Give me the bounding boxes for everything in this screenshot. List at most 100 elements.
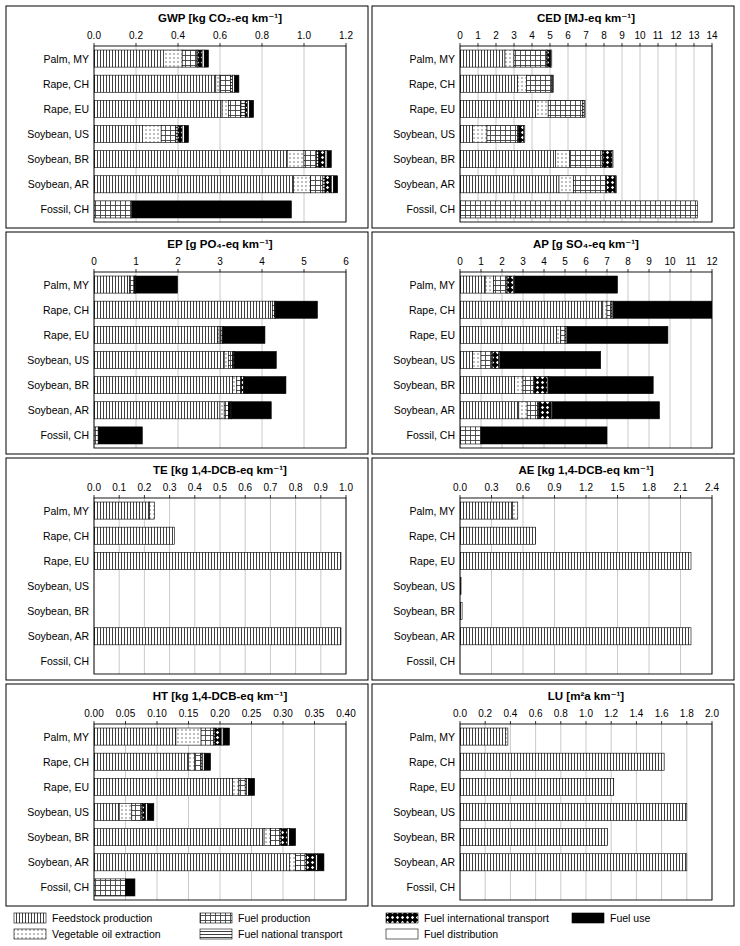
bar-segment: Feedstock production xyxy=(460,803,687,820)
bar-segment: Fuel use xyxy=(333,176,337,193)
category-label: Rape, CH xyxy=(43,78,89,90)
grid-line xyxy=(586,498,587,674)
bar-segment: Fuel production xyxy=(523,377,534,394)
bar-segment: Fuel use xyxy=(664,753,665,770)
tick-label: 5 xyxy=(547,30,553,41)
bars: Feedstock productionVegetable oil extrac… xyxy=(94,50,338,218)
bar-segment: Fuel use xyxy=(289,829,295,846)
tick-label: 0.0 xyxy=(453,708,467,719)
bar-segment: Fuel use xyxy=(551,50,552,67)
bar-segment: Fuel use xyxy=(126,879,135,896)
bar-segment: Fuel distribution xyxy=(607,829,608,846)
legend-label: Fuel use xyxy=(610,912,650,924)
category-label: Soybean, US xyxy=(27,580,89,592)
panel-frame xyxy=(6,458,368,680)
category-label: Rape, EU xyxy=(409,555,455,567)
tick-label: 0.20 xyxy=(210,708,230,719)
tick-label: 2 xyxy=(175,256,181,267)
category-label: Soybean, BR xyxy=(27,831,89,843)
bar-segment: Fuel distribution xyxy=(691,552,692,569)
tick-label: 0 xyxy=(91,256,97,267)
legend-swatch xyxy=(200,929,232,939)
tick-label: 0.6 xyxy=(516,482,530,493)
tick-mark xyxy=(94,721,95,724)
category-label: Palm, MY xyxy=(409,505,455,517)
tick-mark xyxy=(251,721,252,724)
tick-label: 7 xyxy=(583,30,589,41)
bar-segment: Fuel use xyxy=(461,577,462,594)
tick-label: 0.6 xyxy=(238,482,252,493)
category-label: Rape, EU xyxy=(43,329,89,341)
tick-mark xyxy=(245,495,246,498)
bar-segment: Fuel international transport xyxy=(613,778,614,795)
tick-mark xyxy=(607,269,608,272)
tick-mark xyxy=(169,495,170,498)
bar-segment: Feedstock production xyxy=(94,502,149,519)
bar-segment: Fuel use xyxy=(517,502,518,519)
tick-label: 0.5 xyxy=(213,482,227,493)
bar-segment: Fuel international transport xyxy=(229,402,231,419)
bar-segment: Vegetable oil extraction xyxy=(233,778,239,795)
bar-segment: Fuel international transport xyxy=(535,527,536,544)
bar-segment: Fuel national transport xyxy=(462,603,463,620)
bar-segment: Fuel use xyxy=(204,753,210,770)
tick-label: 3 xyxy=(520,256,526,267)
tick-label: 0.9 xyxy=(314,482,328,493)
grid-line xyxy=(304,46,305,222)
bar-segment: Feedstock production xyxy=(94,351,224,368)
bar-segment: Fuel use xyxy=(691,552,692,569)
tick-label: 0.3 xyxy=(485,482,499,493)
bar-segment: Vegetable oil extraction xyxy=(485,276,493,293)
tick-label: 0.6 xyxy=(213,30,227,41)
category-label: Soybean, AR xyxy=(394,178,456,190)
bar-segment: Fuel international transport xyxy=(281,829,287,846)
bar-segment: Fuel distribution xyxy=(697,201,698,218)
bar-segment: Fuel production xyxy=(664,753,665,770)
grid-line xyxy=(523,498,524,674)
grid-line xyxy=(188,724,189,900)
bar-segment: Fuel national transport xyxy=(461,577,462,594)
bar-segment: Fuel national transport xyxy=(535,527,536,544)
bar-segment: Fuel international transport xyxy=(603,151,612,168)
category-label: Fossil, CH xyxy=(407,655,455,667)
bar-segment: Fuel use xyxy=(507,728,508,745)
bar-segment: Fuel national transport xyxy=(340,628,341,645)
grid-line xyxy=(194,498,195,674)
tick-mark xyxy=(586,269,587,272)
tick-label: 8 xyxy=(601,30,607,41)
bar-segment: Fuel production xyxy=(613,778,614,795)
bar-segment: Fuel production xyxy=(161,125,176,142)
bar-segment: Vegetable oil extraction xyxy=(149,502,154,519)
bar-segment: Fuel international transport xyxy=(340,552,341,569)
category-label: Soybean, AR xyxy=(28,404,90,416)
grid-line xyxy=(607,272,608,448)
legend-label: Fuel distribution xyxy=(424,928,498,940)
plot-frame xyxy=(460,724,712,900)
tick-label: 6 xyxy=(583,256,589,267)
bar-segment: Fuel distribution xyxy=(691,628,692,645)
bar-segment: Feedstock production xyxy=(460,829,607,846)
grid-line xyxy=(658,46,659,222)
grid-line xyxy=(604,46,605,222)
bar-segment: Feedstock production xyxy=(94,803,119,820)
bar-segment: Fuel distribution xyxy=(247,100,249,117)
tick-label: 1.0 xyxy=(297,30,311,41)
legend-label: Feedstock production xyxy=(52,912,153,924)
tick-mark xyxy=(586,495,587,498)
bar-segment: Fuel production xyxy=(304,151,317,168)
tick-mark xyxy=(691,269,692,272)
tick-label: 0.15 xyxy=(179,708,199,719)
bar-segment: Fuel international transport xyxy=(507,728,508,745)
bar-segment: Fuel distribution xyxy=(613,778,614,795)
bar-segment: Fuel production xyxy=(686,803,687,820)
tick-mark xyxy=(295,495,296,498)
tick-label: 1.4 xyxy=(629,708,643,719)
bar-segment: Fuel distribution xyxy=(550,50,552,67)
bar-segment: Feedstock production xyxy=(94,552,341,569)
tick-mark xyxy=(712,269,713,272)
panel-frame xyxy=(372,232,734,454)
legend-swatch xyxy=(14,913,46,923)
legend-label: Vegetable oil extraction xyxy=(52,928,161,940)
bar-segment: Fuel international transport xyxy=(612,301,613,318)
grid-line xyxy=(649,272,650,448)
